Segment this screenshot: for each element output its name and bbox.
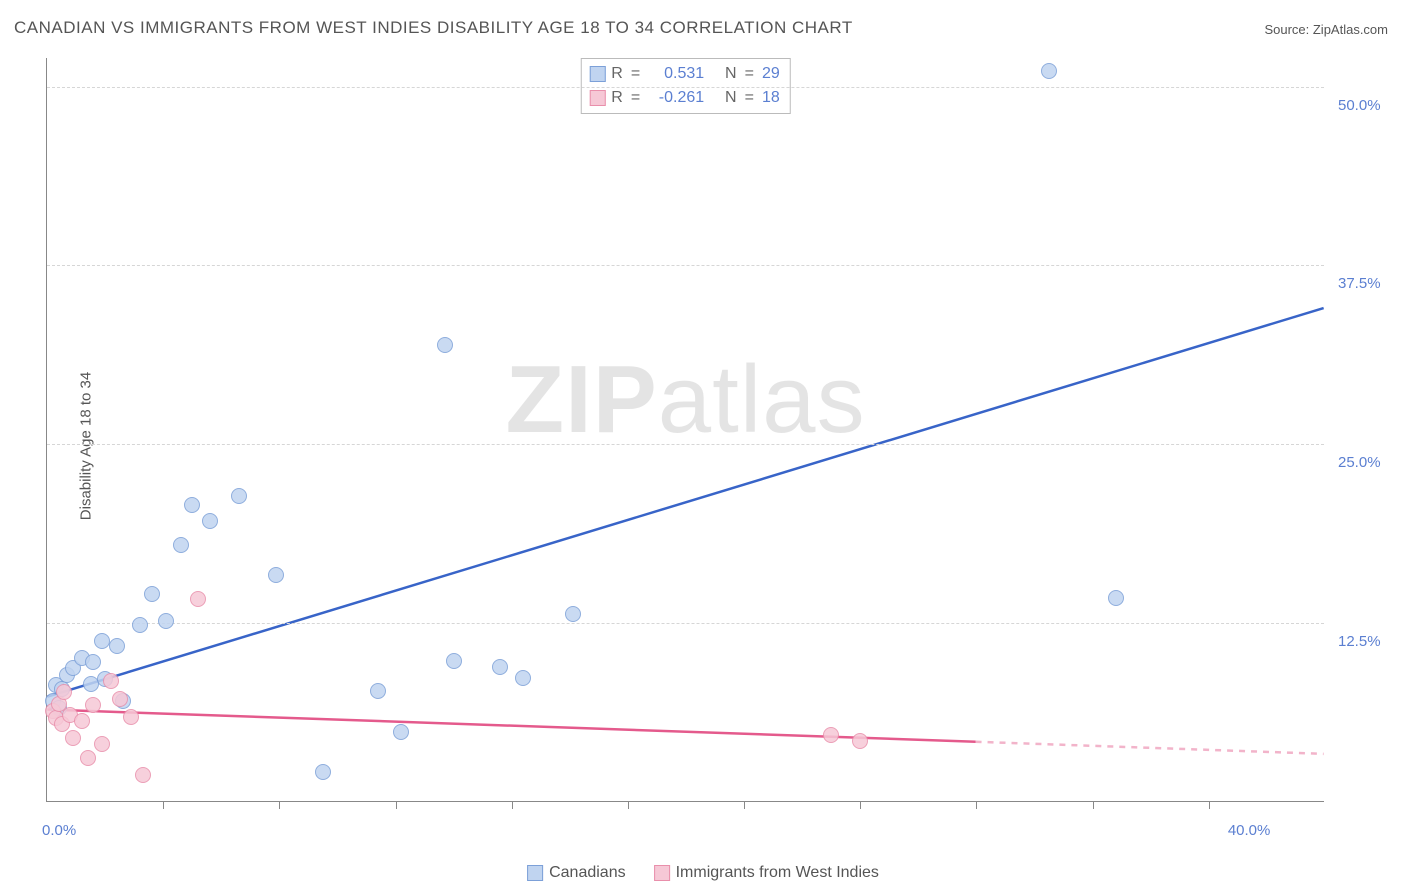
y-tick-label: 37.5% (1338, 275, 1381, 292)
r-label: R (611, 86, 623, 110)
chart-frame: CANADIAN VS IMMIGRANTS FROM WEST INDIES … (0, 0, 1406, 892)
source-value: ZipAtlas.com (1313, 22, 1388, 37)
equals-sign: = (745, 62, 754, 86)
n-label: N (725, 86, 737, 110)
data-point-canadians (85, 654, 101, 670)
swatch-canadians (527, 865, 543, 881)
y-tick-label: 50.0% (1338, 97, 1381, 114)
legend-label-canadians: Canadians (549, 864, 626, 882)
gridline (47, 87, 1324, 88)
data-point-canadians (158, 613, 174, 629)
data-point-canadians (109, 638, 125, 654)
data-point-immigrants (65, 730, 81, 746)
data-point-immigrants (103, 673, 119, 689)
data-point-immigrants (852, 733, 868, 749)
n-value-canadians: 29 (762, 62, 780, 86)
gridline (47, 265, 1324, 266)
swatch-immigrants (589, 90, 605, 106)
swatch-canadians (589, 66, 605, 82)
data-point-immigrants (80, 750, 96, 766)
data-point-canadians (202, 513, 218, 529)
data-point-canadians (393, 724, 409, 740)
data-point-canadians (184, 497, 200, 513)
x-tick (396, 801, 397, 809)
data-point-canadians (437, 337, 453, 353)
x-axis-min-label: 0.0% (42, 822, 76, 839)
x-tick (279, 801, 280, 809)
data-point-canadians (132, 617, 148, 633)
n-value-immigrants: 18 (762, 86, 780, 110)
data-point-immigrants (94, 736, 110, 752)
r-value-canadians: 0.531 (648, 62, 704, 86)
watermark-rest: atlas (658, 346, 866, 453)
stats-row-canadians: R = 0.531 N = 29 (589, 62, 780, 86)
gridline (47, 623, 1324, 624)
data-point-immigrants (112, 691, 128, 707)
watermark-bold: ZIP (505, 346, 657, 453)
data-point-immigrants (56, 684, 72, 700)
legend-item-immigrants: Immigrants from West Indies (654, 864, 879, 882)
legend-label-immigrants: Immigrants from West Indies (676, 864, 879, 882)
data-point-canadians (173, 537, 189, 553)
data-point-canadians (1108, 590, 1124, 606)
r-label: R (611, 62, 623, 86)
stats-row-immigrants: R = -0.261 N = 18 (589, 86, 780, 110)
r-value-immigrants: -0.261 (648, 86, 704, 110)
x-tick (628, 801, 629, 809)
swatch-immigrants (654, 865, 670, 881)
data-point-immigrants (85, 697, 101, 713)
data-point-canadians (565, 606, 581, 622)
x-axis-max-label: 40.0% (1228, 822, 1271, 839)
gridline (47, 444, 1324, 445)
data-point-immigrants (74, 713, 90, 729)
x-tick (976, 801, 977, 809)
data-point-canadians (370, 683, 386, 699)
chart-title: CANADIAN VS IMMIGRANTS FROM WEST INDIES … (14, 18, 853, 38)
equals-sign: = (631, 62, 640, 86)
equals-sign: = (745, 86, 754, 110)
y-tick-label: 12.5% (1338, 633, 1381, 650)
data-point-canadians (315, 764, 331, 780)
equals-sign: = (631, 86, 640, 110)
x-tick (163, 801, 164, 809)
data-point-canadians (1041, 63, 1057, 79)
data-point-canadians (492, 659, 508, 675)
data-point-immigrants (823, 727, 839, 743)
legend-item-canadians: Canadians (527, 864, 626, 882)
data-point-immigrants (135, 767, 151, 783)
trend-lines-layer (47, 58, 1324, 801)
n-label: N (725, 62, 737, 86)
plot-area: ZIPatlas R = 0.531 N = 29 R = -0.261 N =… (46, 58, 1324, 802)
watermark: ZIPatlas (505, 345, 865, 455)
x-tick (1209, 801, 1210, 809)
source-attribution: Source: ZipAtlas.com (1264, 22, 1388, 37)
data-point-immigrants (190, 591, 206, 607)
data-point-canadians (144, 586, 160, 602)
y-tick-label: 25.0% (1338, 454, 1381, 471)
series-legend: Canadians Immigrants from West Indies (527, 864, 879, 882)
data-point-canadians (446, 653, 462, 669)
data-point-canadians (268, 567, 284, 583)
x-tick (744, 801, 745, 809)
trend-line-immigrants-extrapolated (976, 742, 1324, 754)
x-tick (1093, 801, 1094, 809)
source-label: Source: (1264, 22, 1312, 37)
data-point-canadians (515, 670, 531, 686)
data-point-immigrants (123, 709, 139, 725)
x-tick (860, 801, 861, 809)
data-point-canadians (231, 488, 247, 504)
x-tick (512, 801, 513, 809)
